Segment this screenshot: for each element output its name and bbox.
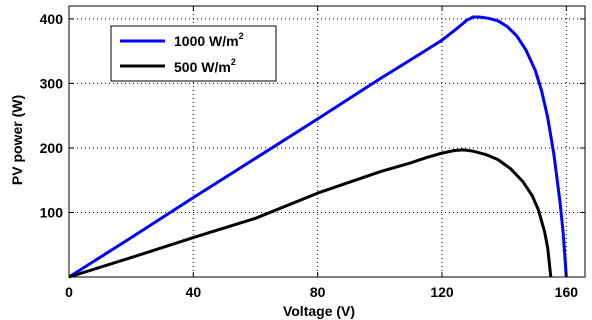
- x-tick-label: 120: [430, 284, 454, 300]
- x-tick-label: 160: [555, 284, 579, 300]
- x-tick-label: 80: [310, 284, 326, 300]
- x-axis-label: Voltage (V): [283, 303, 355, 319]
- y-tick-label: 300: [40, 75, 64, 91]
- series-lines: [68, 15, 568, 279]
- legend-entry-500-label: 500 W/m: [174, 59, 231, 75]
- series-line-0: [68, 15, 568, 279]
- legend-entry-500-superscript: 2: [231, 57, 236, 67]
- legend-box: [110, 25, 277, 82]
- y-axis-label: PV power (W): [9, 95, 25, 185]
- series-line-1: [68, 148, 553, 279]
- y-tick-label: 200: [40, 140, 64, 156]
- legend-entry-1000: 1000 W/m2: [174, 31, 244, 49]
- x-tick-label: 40: [186, 284, 202, 300]
- x-tick-label: 0: [65, 284, 73, 300]
- y-tick-label: 400: [40, 11, 64, 27]
- legend-entry-500: 500 W/m2: [174, 57, 236, 75]
- y-tick-label: 100: [40, 204, 64, 220]
- axis-ticks: 0 40 80 120 160 100 200 300 400: [40, 6, 585, 300]
- legend: 1000 W/m2 500 W/m2: [110, 25, 277, 82]
- plot-frame: [68, 5, 586, 278]
- legend-entry-1000-label: 1000 W/m: [174, 33, 239, 49]
- legend-entry-1000-superscript: 2: [239, 31, 244, 41]
